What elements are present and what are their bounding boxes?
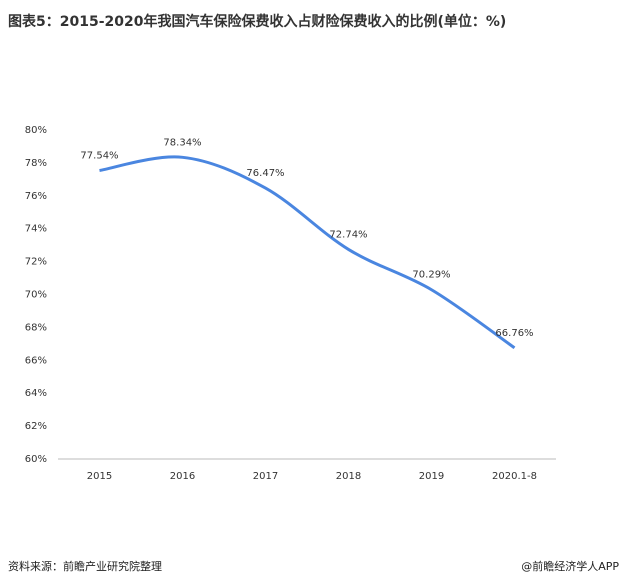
data-label: 78.34%: [163, 137, 201, 148]
y-tick-label: 60%: [25, 454, 47, 465]
chart-title: 图表5：2015-2020年我国汽车保险保费收入占财险保费收入的比例(单位：%): [8, 13, 506, 30]
data-label: 72.74%: [329, 229, 367, 240]
y-tick-label: 68%: [25, 322, 47, 333]
y-tick-label: 76%: [25, 191, 47, 202]
y-tick-label: 64%: [25, 388, 47, 399]
y-tick-label: 70%: [25, 290, 47, 301]
x-tick-label: 2016: [170, 471, 195, 482]
x-tick-label: 2019: [419, 471, 444, 482]
credit: @前瞻经济学人APP: [521, 559, 619, 573]
x-tick-label: 2020.1-8: [492, 471, 537, 482]
y-tick-label: 78%: [25, 158, 47, 169]
data-label: 76.47%: [246, 168, 284, 179]
x-tick-label: 2018: [336, 471, 361, 482]
line: [99, 155, 516, 350]
source: 资料来源：前瞻产业研究院整理: [8, 559, 162, 573]
x-tick-label: 2017: [253, 471, 278, 482]
y-tick-label: 74%: [25, 224, 47, 235]
data-label: 70.29%: [412, 270, 450, 281]
y-tick-label: 66%: [25, 355, 47, 366]
y-tick-label: 80%: [25, 125, 47, 136]
y-tick-label: 72%: [25, 257, 47, 268]
x-tick-label: 2015: [87, 471, 112, 482]
data-label: 77.54%: [80, 150, 118, 161]
data-label: 66.76%: [495, 328, 533, 339]
y-tick-label: 62%: [25, 421, 47, 432]
